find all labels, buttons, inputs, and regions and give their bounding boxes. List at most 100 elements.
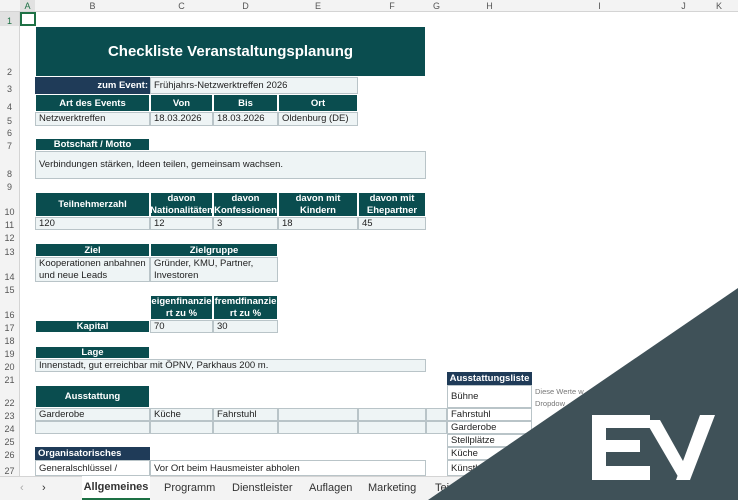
row-header-10[interactable]: 10 <box>0 192 20 217</box>
row-header-4[interactable]: 4 <box>0 94 20 112</box>
row-header-9[interactable]: 9 <box>0 179 20 192</box>
header-ziel: Ziel <box>35 243 150 257</box>
equipment-cell-4[interactable] <box>278 408 358 421</box>
equipment-list-item[interactable]: Garderobe <box>447 421 532 434</box>
tab-allgemeines[interactable]: Allgemeines <box>82 476 150 500</box>
equipment-cell-6[interactable] <box>426 408 447 421</box>
debt-percent-cell[interactable]: 30 <box>213 320 278 333</box>
equipment-cell-1[interactable]: Garderobe <box>35 408 150 421</box>
column-header-a[interactable]: A <box>20 0 35 12</box>
event-type-cell[interactable]: Netzwerktreffen <box>35 112 150 126</box>
column-header-e[interactable]: E <box>278 0 358 12</box>
motto-cell[interactable]: Verbindungen stärken, Ideen teilen, geme… <box>35 151 426 179</box>
tab-programm[interactable]: Programm <box>164 482 216 494</box>
header-ehepartner: davon mit Ehepartner <box>358 192 426 217</box>
equipment-cell-12[interactable] <box>426 421 447 434</box>
row-header-17[interactable]: 17 <box>0 320 20 333</box>
location-description-cell[interactable]: Innenstadt, gut erreichbar mit ÖPNV, Par… <box>35 359 426 372</box>
confessions-cell[interactable]: 3 <box>213 217 278 230</box>
location-label: Lage <box>35 346 150 359</box>
equipment-cell-8[interactable] <box>150 421 213 434</box>
children-cell[interactable]: 18 <box>278 217 358 230</box>
column-header-g[interactable]: G <box>426 0 447 12</box>
equipment-cell-11[interactable] <box>358 421 426 434</box>
nationalities-cell[interactable]: 12 <box>150 217 213 230</box>
equipment-label: Ausstattung <box>35 385 150 408</box>
column-header-c[interactable]: C <box>150 0 213 12</box>
header-teilnehmerzahl: Teilnehmerzahl <box>35 192 150 217</box>
header-bis: Bis <box>213 94 278 112</box>
tab-dienstleister[interactable]: Dienstleister <box>232 482 293 494</box>
equipment-list-note: Diese Werte w <box>535 387 584 396</box>
target-group-cell[interactable]: Gründer, KMU, Partner, Investoren <box>150 257 278 282</box>
prev-sheet-button[interactable]: ‹ <box>20 482 24 494</box>
row-header-14[interactable]: 14 <box>0 257 20 282</box>
start-date-cell[interactable]: 18.03.2026 <box>150 112 213 126</box>
capital-label: Kapital <box>35 320 150 333</box>
end-date-cell[interactable]: 18.03.2026 <box>213 112 278 126</box>
column-header-b[interactable]: B <box>35 0 150 12</box>
tab-marketing[interactable]: Marketing <box>368 482 417 494</box>
event-label: zum Event: <box>35 77 150 94</box>
column-header-i[interactable]: I <box>532 0 667 12</box>
row-header-19[interactable]: 19 <box>0 346 20 359</box>
equipment-cell-3[interactable]: Fahrstuhl <box>213 408 278 421</box>
row-header-12[interactable]: 12 <box>0 230 20 243</box>
row-header-20[interactable]: 20 <box>0 359 20 372</box>
equipment-cell-10[interactable] <box>278 421 358 434</box>
row-header-11[interactable]: 11 <box>0 217 20 230</box>
equipment-list-item[interactable]: Bühne <box>447 385 532 408</box>
row-header-5[interactable]: 5 <box>0 112 20 126</box>
equipment-cell-7[interactable] <box>35 421 150 434</box>
column-header-k[interactable]: K <box>700 0 738 12</box>
header-kinder: davon mit Kindern <box>278 192 358 217</box>
equipment-cell-2[interactable]: Küche <box>150 408 213 421</box>
goal-cell[interactable]: Kooperationen anbahnen und neue Leads <box>35 257 150 282</box>
row-header-7[interactable]: 7 <box>0 138 20 151</box>
row-header-25[interactable]: 25 <box>0 434 20 447</box>
organisation-label: Organisatorisches <box>35 447 150 460</box>
row-header-15[interactable]: 15 <box>0 282 20 295</box>
column-header-j[interactable]: J <box>667 0 700 12</box>
organisation-key-cell[interactable]: Generalschlüssel / <box>35 460 150 476</box>
row-header-22[interactable]: 22 <box>0 385 20 408</box>
motto-label: Botschaft / Motto <box>35 138 150 151</box>
location-cell[interactable]: Oldenburg (DE) <box>278 112 358 126</box>
row-header-23[interactable]: 23 <box>0 408 20 421</box>
partners-cell[interactable]: 45 <box>358 217 426 230</box>
equipment-cell-5[interactable] <box>358 408 426 421</box>
row-header-27[interactable]: 27 <box>0 460 20 476</box>
overlay-triangle <box>428 288 738 500</box>
column-header-f[interactable]: F <box>358 0 426 12</box>
row-header-8[interactable]: 8 <box>0 151 20 179</box>
equipment-list-header: Ausstattungsliste <box>447 372 532 385</box>
page-title: Checkliste Veranstaltungsplanung <box>35 26 426 77</box>
row-header-21[interactable]: 21 <box>0 372 20 385</box>
header-ort: Ort <box>278 94 358 112</box>
equipment-cell-9[interactable] <box>213 421 278 434</box>
header-eigenfinanziert: eigenfinanziert zu % <box>150 295 213 320</box>
select-all-corner[interactable] <box>0 0 20 12</box>
header-von: Von <box>150 94 213 112</box>
column-header-h[interactable]: H <box>447 0 532 12</box>
row-header-6[interactable]: 6 <box>0 126 20 138</box>
row-header-26[interactable]: 26 <box>0 447 20 460</box>
row-header-16[interactable]: 16 <box>0 295 20 320</box>
participants-cell[interactable]: 120 <box>35 217 150 230</box>
header-art-des-events: Art des Events <box>35 94 150 112</box>
next-sheet-button[interactable]: › <box>42 482 46 494</box>
row-header-13[interactable]: 13 <box>0 243 20 257</box>
ev-logo-icon <box>592 415 715 480</box>
column-header-d[interactable]: D <box>213 0 278 12</box>
row-header-18[interactable]: 18 <box>0 333 20 346</box>
row-header-1[interactable]: 1 <box>0 12 20 26</box>
row-header-3[interactable]: 3 <box>0 77 20 94</box>
tab-auflagen[interactable]: Auflagen <box>309 482 353 494</box>
row-header-2[interactable]: 2 <box>0 26 20 77</box>
selected-cell-a1[interactable] <box>20 12 36 26</box>
event-name-cell[interactable]: Frühjahrs-Netzwerktreffen 2026 <box>150 77 358 94</box>
organisation-value-cell[interactable]: Vor Ort beim Hausmeister abholen <box>150 460 426 476</box>
row-header-24[interactable]: 24 <box>0 421 20 434</box>
equipment-list-item[interactable]: Fahrstuhl <box>447 408 532 421</box>
equity-percent-cell[interactable]: 70 <box>150 320 213 333</box>
